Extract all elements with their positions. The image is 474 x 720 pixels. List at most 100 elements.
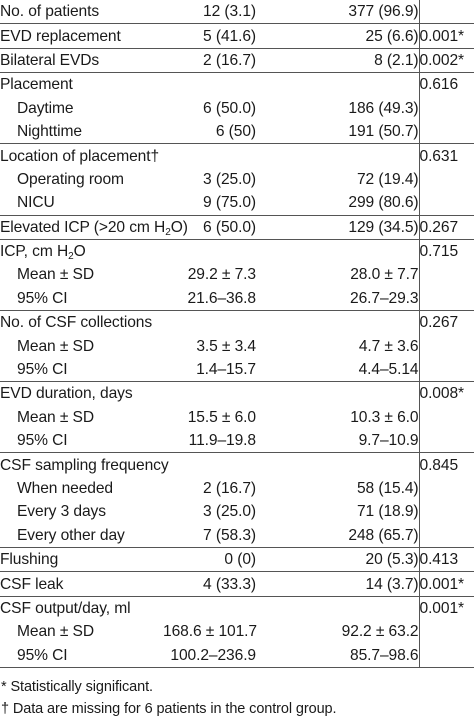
p-value — [418, 0, 474, 24]
case-group-value — [163, 596, 256, 620]
case-group-value: 3 (25.0) — [203, 170, 256, 188]
p-value — [418, 96, 474, 120]
control-group-value — [256, 596, 419, 620]
p-value — [418, 191, 474, 216]
case-group-value: 6 (50) — [215, 123, 256, 141]
footnote-significance: * Statistically significant. — [1, 678, 153, 695]
table-row: Elevated ICP (>20 cm H2O) 6 (50.0) 129 (… — [0, 215, 474, 240]
row-label: No. of CSF collections — [0, 314, 153, 332]
control-group-value: 58 (15.4) — [356, 480, 419, 497]
row-group-location: Location of placement† 0.631 Operating r… — [0, 143, 474, 216]
row-label: Location of placement† — [0, 147, 160, 165]
table-row: Location of placement† 0.631 — [0, 143, 474, 168]
table-row: No. of patients 12 (3.1) 377 (96.9) — [0, 0, 474, 24]
control-group-value: 377 (96.9) — [348, 3, 419, 21]
table-footnotes: * Statistically significant. † Data are … — [0, 668, 474, 720]
table-row: ICP, cm H2O 0.715 — [0, 239, 474, 264]
row-group-patients: No. of patients 12 (3.1) 377 (96.9) — [0, 0, 474, 24]
row-group-csf-sampling: CSF sampling frequency 0.845 When needed… — [0, 452, 474, 548]
control-group-value: 129 (34.5) — [348, 218, 419, 236]
control-group-value — [256, 382, 419, 406]
case-group-value: 6 (50.0) — [203, 218, 256, 236]
row-group-icp: ICP, cm H2O 0.715 Mean ± SD 29.2 ± 7.3 2… — [0, 239, 474, 311]
row-label-text-end: O) — [170, 218, 188, 236]
control-group-value: 71 (18.9) — [356, 503, 419, 521]
control-group-value: 85.7–98.6 — [350, 646, 419, 664]
table-row: Mean ± SD 168.6 ± 101.7 92.2 ± 63.2 — [0, 620, 474, 644]
p-value — [418, 500, 474, 524]
case-group-value — [163, 239, 256, 263]
table-row: CSF leak 4 (33.3) 14 (3.7) 0.001* — [0, 571, 474, 597]
case-group-value: 9 (75.0) — [203, 194, 256, 212]
row-group-placement: Placement 0.616 Daytime 6 (50.0) 186 (49… — [0, 72, 474, 144]
control-group-value: 14 (3.7) — [365, 575, 419, 593]
case-group-value: 100.2–236.9 — [170, 646, 256, 664]
row-group-flushing: Flushing 0 (0) 20 (5.3) 0.413 — [0, 547, 474, 572]
case-group-value: 4 (33.3) — [203, 575, 256, 593]
row-group-evd-duration: EVD duration, days 0.008* Mean ± SD 15.5… — [0, 381, 474, 453]
table-row: CSF sampling frequency 0.845 — [0, 452, 474, 477]
row-label: Flushing — [0, 551, 59, 569]
row-label-text-end: O — [73, 243, 86, 261]
table-row: Bilateral EVDs 2 (16.7) 8 (2.1) 0.002* — [0, 48, 474, 73]
row-label: CSF sampling frequency — [0, 456, 169, 474]
p-value: 0.001* — [418, 596, 474, 621]
control-group-value: 10.3 ± 6.0 — [350, 408, 419, 426]
p-value — [418, 334, 474, 358]
row-label: Mean ± SD — [17, 408, 94, 426]
row-label: CSF output/day, ml — [0, 599, 131, 617]
case-group-value — [163, 311, 256, 335]
case-group-value: 2 (16.7) — [203, 480, 256, 497]
row-group-evd-replacement: EVD replacement 5 (41.6) 25 (6.6) 0.001* — [0, 23, 474, 49]
row-label: No. of patients — [0, 3, 100, 21]
table-row: 95% CI 21.6–36.8 26.7–29.3 — [0, 286, 474, 311]
row-label: Daytime — [17, 99, 74, 117]
p-value: 0.631 — [418, 143, 474, 168]
control-group-value — [256, 311, 419, 335]
case-group-value: 2 (16.7) — [203, 51, 256, 69]
row-label: Mean ± SD — [17, 337, 94, 355]
table-row: Mean ± SD 3.5 ± 3.4 4.7 ± 3.6 — [0, 334, 474, 358]
p-value — [418, 523, 474, 548]
control-group-value: 92.2 ± 63.2 — [341, 623, 419, 641]
case-group-value — [163, 144, 256, 168]
control-group-value — [256, 453, 419, 477]
table-row: Mean ± SD 15.5 ± 6.0 10.3 ± 6.0 — [0, 405, 474, 430]
case-group-value — [163, 382, 256, 406]
control-group-value: 8 (2.1) — [374, 51, 419, 69]
row-label-text: ICP, cm H — [0, 243, 69, 261]
p-value: 0.715 — [418, 239, 474, 264]
control-group-value: 191 (50.7) — [348, 123, 419, 141]
table-row: EVD duration, days 0.008* — [0, 381, 474, 406]
p-value — [418, 643, 474, 668]
footnote-missing-data: † Data are missing for 6 patients in the… — [1, 700, 337, 717]
p-value: 0.008* — [418, 381, 474, 406]
row-label: EVD duration, days — [0, 385, 133, 403]
control-group-value: 25 (6.6) — [365, 27, 419, 45]
results-table: No. of patients 12 (3.1) 377 (96.9) EVD … — [0, 0, 474, 668]
p-value — [418, 620, 474, 644]
p-value: 0.001* — [418, 23, 474, 49]
control-group-value: 299 (80.6) — [348, 194, 419, 212]
control-group-value: 186 (49.3) — [348, 99, 419, 117]
control-group-value: 72 (19.4) — [356, 170, 419, 188]
table-row: CSF output/day, ml 0.001* — [0, 596, 474, 621]
case-group-value: 3.5 ± 3.4 — [196, 337, 256, 355]
control-group-value: 4.4–5.14 — [358, 361, 419, 379]
row-label: Mean ± SD — [17, 623, 94, 641]
case-group-value: 12 (3.1) — [203, 3, 256, 21]
case-group-value: 168.6 ± 101.7 — [163, 623, 257, 641]
table-row: EVD replacement 5 (41.6) 25 (6.6) 0.001* — [0, 23, 474, 49]
row-group-csf-collections: No. of CSF collections 0.267 Mean ± SD 3… — [0, 310, 474, 382]
case-group-value: 1.4–15.7 — [196, 361, 256, 379]
row-label: When needed — [17, 480, 114, 497]
row-label: 95% CI — [17, 289, 68, 307]
row-label: Elevated ICP (>20 cm H2O) — [0, 215, 188, 239]
p-value — [418, 167, 474, 192]
p-value — [418, 405, 474, 430]
p-value: 0.002* — [418, 48, 474, 73]
p-value — [418, 119, 474, 144]
p-value: 0.001* — [418, 571, 474, 597]
case-group-value: 29.2 ± 7.3 — [187, 266, 256, 284]
table-row: Flushing 0 (0) 20 (5.3) 0.413 — [0, 547, 474, 572]
